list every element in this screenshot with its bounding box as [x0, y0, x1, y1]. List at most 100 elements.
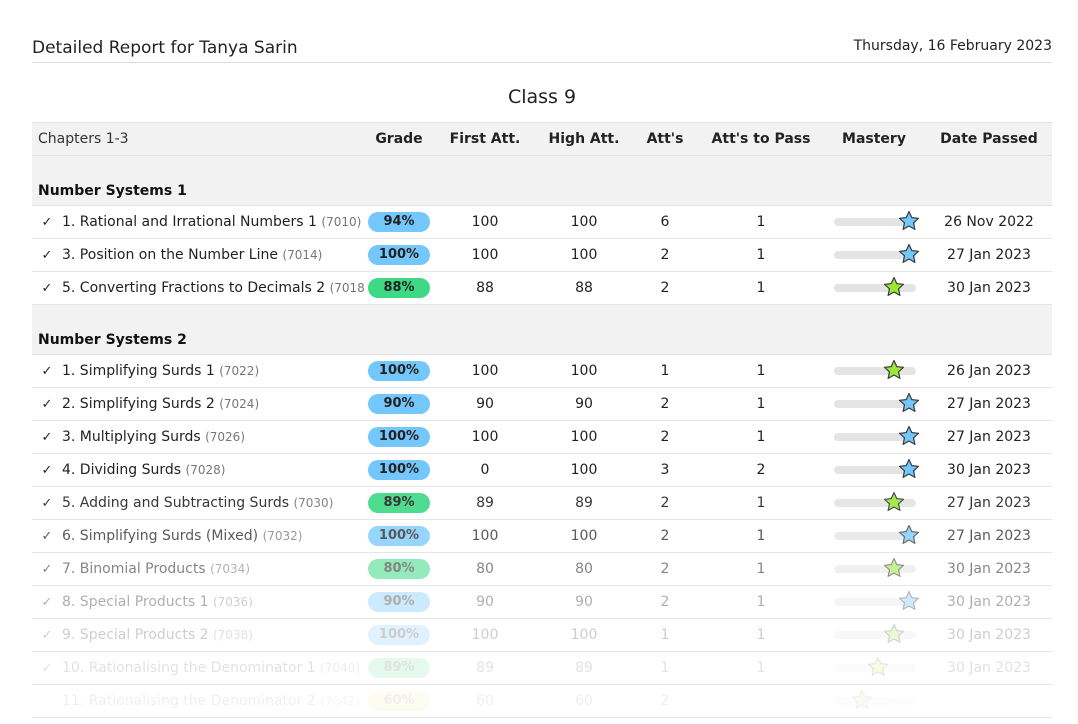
header-grade[interactable]: Grade: [366, 122, 432, 156]
table-row[interactable]: ✓ 3. Multiplying Surds (7026) 100% 100 100 2 1…: [32, 420, 1052, 454]
chapter-code: (7018): [329, 281, 366, 295]
chapter-name[interactable]: 5. Converting Fractions to Decimals 2: [62, 280, 326, 296]
grade-cell: 88%: [366, 271, 432, 305]
chapter-name[interactable]: 1. Simplifying Surds 1: [62, 363, 215, 379]
date-passed-cell: 30 Jan 2023: [926, 618, 1052, 652]
mastery-track: [834, 598, 916, 606]
date-passed-cell: 30 Jan 2023: [926, 585, 1052, 619]
atts-to-pass-cell: 1: [700, 354, 822, 388]
date-passed-cell: 27 Jan 2023: [926, 486, 1052, 520]
atts-to-pass-cell: 1: [700, 486, 822, 520]
table-row[interactable]: ✓ 1. Rational and Irrational Numbers 1 (7…: [32, 205, 1052, 239]
chapter-name[interactable]: 5. Adding and Subtracting Surds: [62, 495, 290, 511]
table-row[interactable]: ✓ 3. Position on the Number Line (7014) 10…: [32, 238, 1052, 272]
first-att-cell: 88: [432, 271, 538, 305]
atts-cell: 2: [630, 684, 700, 718]
grade-cell: 89%: [366, 651, 432, 685]
atts-to-pass-cell: 1: [700, 238, 822, 272]
high-att-cell: 89: [538, 486, 630, 520]
star-icon: [898, 392, 920, 412]
atts-cell: 1: [630, 618, 700, 652]
first-att-cell: 100: [432, 519, 538, 553]
header-date-passed[interactable]: Date Passed: [926, 122, 1052, 156]
chapter-name[interactable]: 10. Rationalising the Denominator 1: [62, 660, 316, 676]
high-att-cell: 89: [538, 651, 630, 685]
atts-cell: 1: [630, 354, 700, 388]
table-row[interactable]: ✓ 6. Simplifying Surds (Mixed) (7032) 100%…: [32, 519, 1052, 553]
mastery-bar: [824, 458, 924, 482]
chapter-name[interactable]: 6. Simplifying Surds (Mixed): [62, 528, 259, 544]
header-mastery[interactable]: Mastery: [822, 122, 926, 156]
atts-cell: 2: [630, 271, 700, 305]
report-title: Detailed Report for Tanya Sarin: [32, 38, 298, 58]
chapter-cell: ✓ 5. Adding and Subtracting Surds (7030): [32, 486, 366, 520]
first-att-cell: 100: [432, 354, 538, 388]
high-att-cell: 80: [538, 552, 630, 586]
grade-badge: 90%: [368, 592, 430, 612]
atts-cell: 2: [630, 552, 700, 586]
high-att-cell: 90: [538, 387, 630, 421]
grade-badge: 100%: [368, 460, 430, 480]
grade-badge: 100%: [368, 245, 430, 265]
mastery-cell: [822, 420, 926, 454]
chapter-name[interactable]: 9. Special Products 2: [62, 627, 209, 643]
star-icon: [883, 491, 904, 511]
high-att-cell: 60: [538, 684, 630, 718]
table-row[interactable]: ✓ 4. Dividing Surds (7028) 100% 0 100 3 2 30 Ja…: [32, 453, 1052, 487]
high-att-cell: 100: [538, 519, 630, 553]
table-row[interactable]: 11. Rationalising the Denominator 2 (704…: [32, 684, 1052, 718]
mastery-bar: [824, 243, 924, 267]
grade-cell: 90%: [366, 585, 432, 619]
check-icon: ✓: [41, 248, 53, 263]
table-row[interactable]: ✓ 10. Rationalising the Denominator 1 (70…: [32, 651, 1052, 685]
chapter-cell: ✓ 5. Converting Fractions to Decimals 2 (…: [32, 271, 366, 305]
star-icon: [852, 689, 873, 709]
check-icon: ✓: [41, 364, 53, 379]
header-atts[interactable]: Att's: [630, 122, 700, 156]
star-icon: [883, 557, 904, 577]
first-att-cell: 100: [432, 238, 538, 272]
chapter-cell: ✓ 9. Special Products 2 (7038): [32, 618, 366, 652]
first-att-cell: 100: [432, 205, 538, 239]
header-first-att[interactable]: First Att.: [432, 122, 538, 156]
table-row[interactable]: ✓ 9. Special Products 2 (7038) 100% 100 100 1…: [32, 618, 1052, 652]
date-passed-cell: 26 Jan 2023: [926, 354, 1052, 388]
table-row[interactable]: ✓ 8. Special Products 1 (7036) 90% 90 90 2 1 30…: [32, 585, 1052, 619]
mastery-bar: [824, 623, 924, 647]
mastery-cell: [822, 684, 926, 718]
header-atts-to-pass[interactable]: Att's to Pass: [700, 122, 822, 156]
atts-to-pass-cell: 1: [700, 519, 822, 553]
table-row[interactable]: ✓ 5. Adding and Subtracting Surds (7030) 8…: [32, 486, 1052, 520]
chapter-name[interactable]: 7. Binomial Products: [62, 561, 206, 577]
chapter-name[interactable]: 4. Dividing Surds: [62, 462, 182, 478]
chapter-name[interactable]: 8. Special Products 1: [62, 594, 209, 610]
table-row[interactable]: ✓ 1. Simplifying Surds 1 (7022) 100% 100 100…: [32, 354, 1052, 388]
grade-badge: 94%: [368, 212, 430, 232]
chapter-name[interactable]: 11. Rationalising the Denominator 2: [62, 693, 316, 709]
mastery-bar: [824, 689, 924, 713]
check-icon: ✓: [41, 595, 53, 610]
date-passed-cell: 26 Nov 2022: [926, 205, 1052, 239]
star-icon: [898, 458, 920, 478]
star-icon: [898, 210, 920, 230]
first-att-cell: 90: [432, 387, 538, 421]
grade-cell: 100%: [366, 453, 432, 487]
chapter-name[interactable]: 2. Simplifying Surds 2: [62, 396, 215, 412]
chapter-name[interactable]: 1. Rational and Irrational Numbers 1: [62, 214, 317, 230]
header-high-att[interactable]: High Att.: [538, 122, 630, 156]
check-icon: ✓: [41, 529, 53, 544]
table-body: Number Systems 1 ✓ 1. Rational and Irratio…: [32, 155, 1052, 718]
date-passed-cell: 27 Jan 2023: [926, 387, 1052, 421]
chapter-name[interactable]: 3. Multiplying Surds: [62, 429, 201, 445]
table-row[interactable]: ✓ 2. Simplifying Surds 2 (7024) 90% 90 90 2 1 2…: [32, 387, 1052, 421]
grade-cell: 94%: [366, 205, 432, 239]
table-row[interactable]: ✓ 7. Binomial Products (7034) 80% 80 80 2 1 30 …: [32, 552, 1052, 586]
star-icon: [883, 623, 904, 643]
chapter-name[interactable]: 3. Position on the Number Line: [62, 247, 278, 263]
star-icon: [867, 656, 888, 676]
atts-to-pass-cell: 1: [700, 271, 822, 305]
table-row[interactable]: ✓ 5. Converting Fractions to Decimals 2 (…: [32, 271, 1052, 305]
mastery-cell: [822, 486, 926, 520]
chapter-code: (7030): [293, 496, 334, 510]
atts-to-pass-cell: 1: [700, 552, 822, 586]
